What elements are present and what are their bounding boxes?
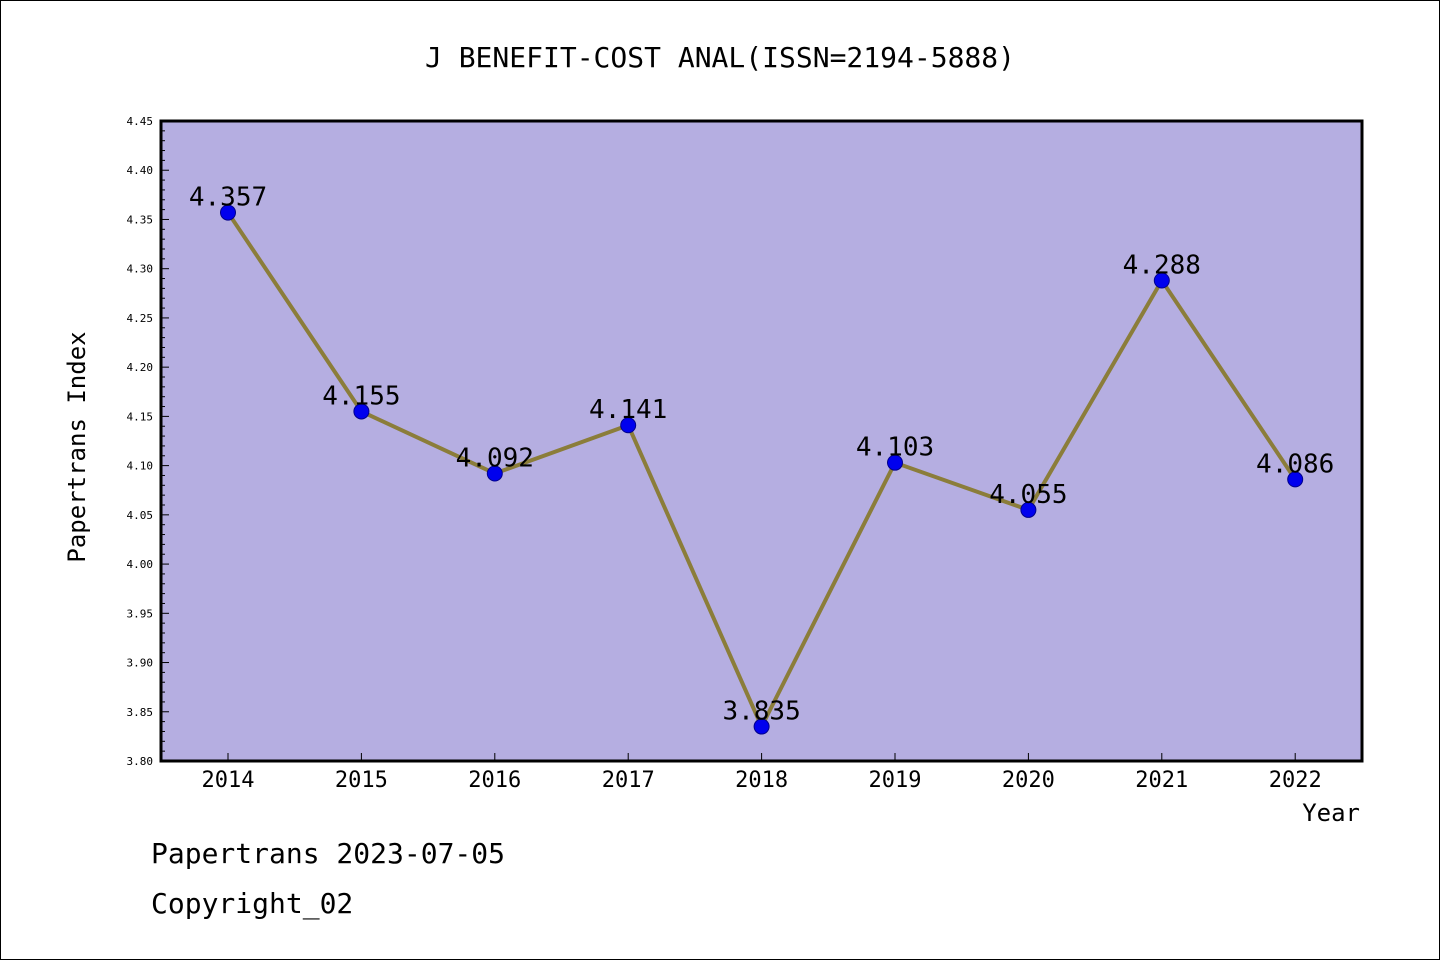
data-point [753, 718, 770, 735]
data-point [220, 204, 236, 221]
x-tick-label: 2018 [735, 768, 788, 793]
data-point [486, 465, 503, 482]
data-point [887, 454, 903, 471]
x-tick-label: 2022 [1269, 768, 1322, 793]
data-labels: 4.357 4.155 4.092 4.141 3.835 4.103 4.055 4.288… [189, 183, 1334, 727]
data-label: 4.155 [322, 381, 400, 411]
x-tick-label: 2021 [1135, 768, 1188, 793]
data-label: 4.092 [456, 443, 534, 473]
y-tick-label: 4.20 [127, 361, 154, 374]
y-tick-label: 3.95 [127, 607, 154, 620]
data-point [1020, 501, 1037, 518]
x-tick-label: 2014 [202, 768, 255, 793]
footer-date: Papertrans 2023-07-05 [151, 837, 505, 870]
data-point [1287, 471, 1304, 488]
y-tick-label: 4.30 [127, 263, 154, 276]
plot-area [159, 119, 1364, 763]
series-markers [220, 204, 1304, 735]
data-label: 4.086 [1256, 449, 1334, 479]
x-tick-label: 2017 [602, 768, 655, 793]
data-label: 3.835 [722, 697, 800, 727]
data-label: 4.288 [1123, 251, 1201, 281]
footer-copyright: Copyright_02 [151, 887, 353, 921]
data-point [1153, 272, 1170, 289]
x-tick-label: 2016 [468, 768, 521, 793]
y-axis: 3.80 3.85 3.90 3.95 4.00 4.05 4.10 4.15 4.20 4.25… [127, 115, 169, 768]
y-tick-label: 4.25 [127, 312, 154, 325]
y-tick-label: 4.05 [127, 509, 154, 522]
x-tick-label: 2019 [869, 768, 922, 793]
y-tick-label: 4.00 [127, 558, 154, 571]
y-tick-label: 4.10 [127, 460, 154, 473]
data-label: 4.055 [989, 480, 1067, 510]
x-tick-label: 2015 [335, 768, 388, 793]
y-axis-title: Papertrans Index [63, 331, 91, 562]
data-point [620, 417, 637, 434]
y-tick-label: 4.40 [127, 164, 154, 177]
y-tick-label: 3.90 [127, 657, 154, 670]
data-point [353, 403, 370, 420]
x-axis: 2014 2015 2016 2017 2018 2019 2020 2021 2022 [202, 753, 1322, 793]
x-tick-label: 2020 [1002, 768, 1055, 793]
data-label: 4.141 [589, 395, 667, 425]
y-tick-label: 4.15 [127, 410, 154, 423]
data-label: 4.357 [189, 183, 267, 213]
chart-title: J BENEFIT-COST ANAL(ISSN=2194-5888) [425, 41, 1015, 74]
data-label: 4.103 [856, 433, 934, 463]
y-tick-label: 4.45 [127, 115, 154, 128]
y-tick-label: 3.80 [127, 755, 154, 768]
x-axis-title: Year [1302, 799, 1360, 827]
y-tick-label: 3.85 [127, 706, 154, 719]
y-tick-label: 4.35 [127, 213, 154, 226]
